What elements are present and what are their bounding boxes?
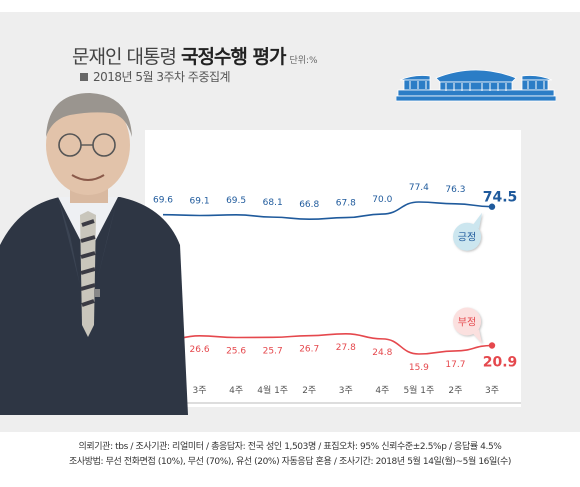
portrait-image [0,93,188,415]
data-label: 70.0 [372,195,392,205]
data-label: 17.7 [445,360,465,370]
data-label: 26.6 [190,345,210,355]
x-tick-label: 3주 [339,385,353,396]
survey-footnote: 의뢰기관: tbs / 조사기관: 리얼미터 / 총응답자: 전국 성인 1,5… [0,440,580,470]
bubble-shape [453,222,481,251]
data-point [488,203,496,210]
unit-label: 단위:% [289,56,318,66]
data-label: 25.6 [226,347,246,357]
data-label: 76.3 [445,185,465,195]
data-label: 69.6 [153,196,173,206]
data-label: 15.9 [409,363,429,373]
data-point [488,342,496,349]
data-label: 69.1 [190,196,210,206]
series-line-negative [162,332,493,355]
x-tick-label: 5월 1주 [403,384,434,396]
x-tick-label: 2주 [302,385,316,396]
data-label: 25.7 [263,346,283,356]
legend-bubble-positive: 긍정 [453,212,482,251]
footnote-line-2: 조사방법: 무선 전화면접 (10%), 무선 (70%), 유선 (20%) … [69,457,511,467]
data-label: 24.8 [372,348,392,358]
series-line-positive [162,201,493,221]
x-tick-label: 4주 [229,385,243,396]
x-tick-label: 4주 [375,385,389,396]
subtitle-text: 2018년 5월 3주차 주중집계 [93,70,231,84]
x-tick-label: 2주 [448,385,462,396]
bubble-tail [473,329,482,344]
bubble-tail [473,212,482,229]
data-label: 77.4 [409,183,429,193]
data-label: 68.1 [263,198,283,208]
data-label: 74.5 [483,190,518,206]
data-label: 27.8 [336,343,356,353]
page-title: 문재인 대통령 국정수행 평가 단위:% [72,42,318,69]
data-label: 69.5 [226,196,246,206]
square-bullet-icon [80,73,88,81]
x-tick-label: 3주 [193,385,207,396]
data-label: 66.8 [299,200,319,210]
x-tick-label: 3주 [485,385,499,396]
legend-bubble-negative: 부정 [453,307,482,344]
bubble-shape [453,307,481,336]
data-label: 26.7 [299,345,319,355]
x-tick-label: 4월 1주 [257,384,288,396]
legend-label: 부정 [458,317,476,329]
data-label: 67.8 [336,199,356,209]
legend-label: 긍정 [458,232,476,244]
blue-house-icon [396,69,556,102]
title-bold: 국정수행 평가 [180,46,286,68]
subtitle: 2018년 5월 3주차 주중집계 [80,68,231,85]
footnote-line-1: 의뢰기관: tbs / 조사기관: 리얼미터 / 총응답자: 전국 성인 1,5… [78,442,502,452]
title-regular: 문재인 대통령 [72,46,181,68]
data-label: 20.9 [483,355,518,371]
